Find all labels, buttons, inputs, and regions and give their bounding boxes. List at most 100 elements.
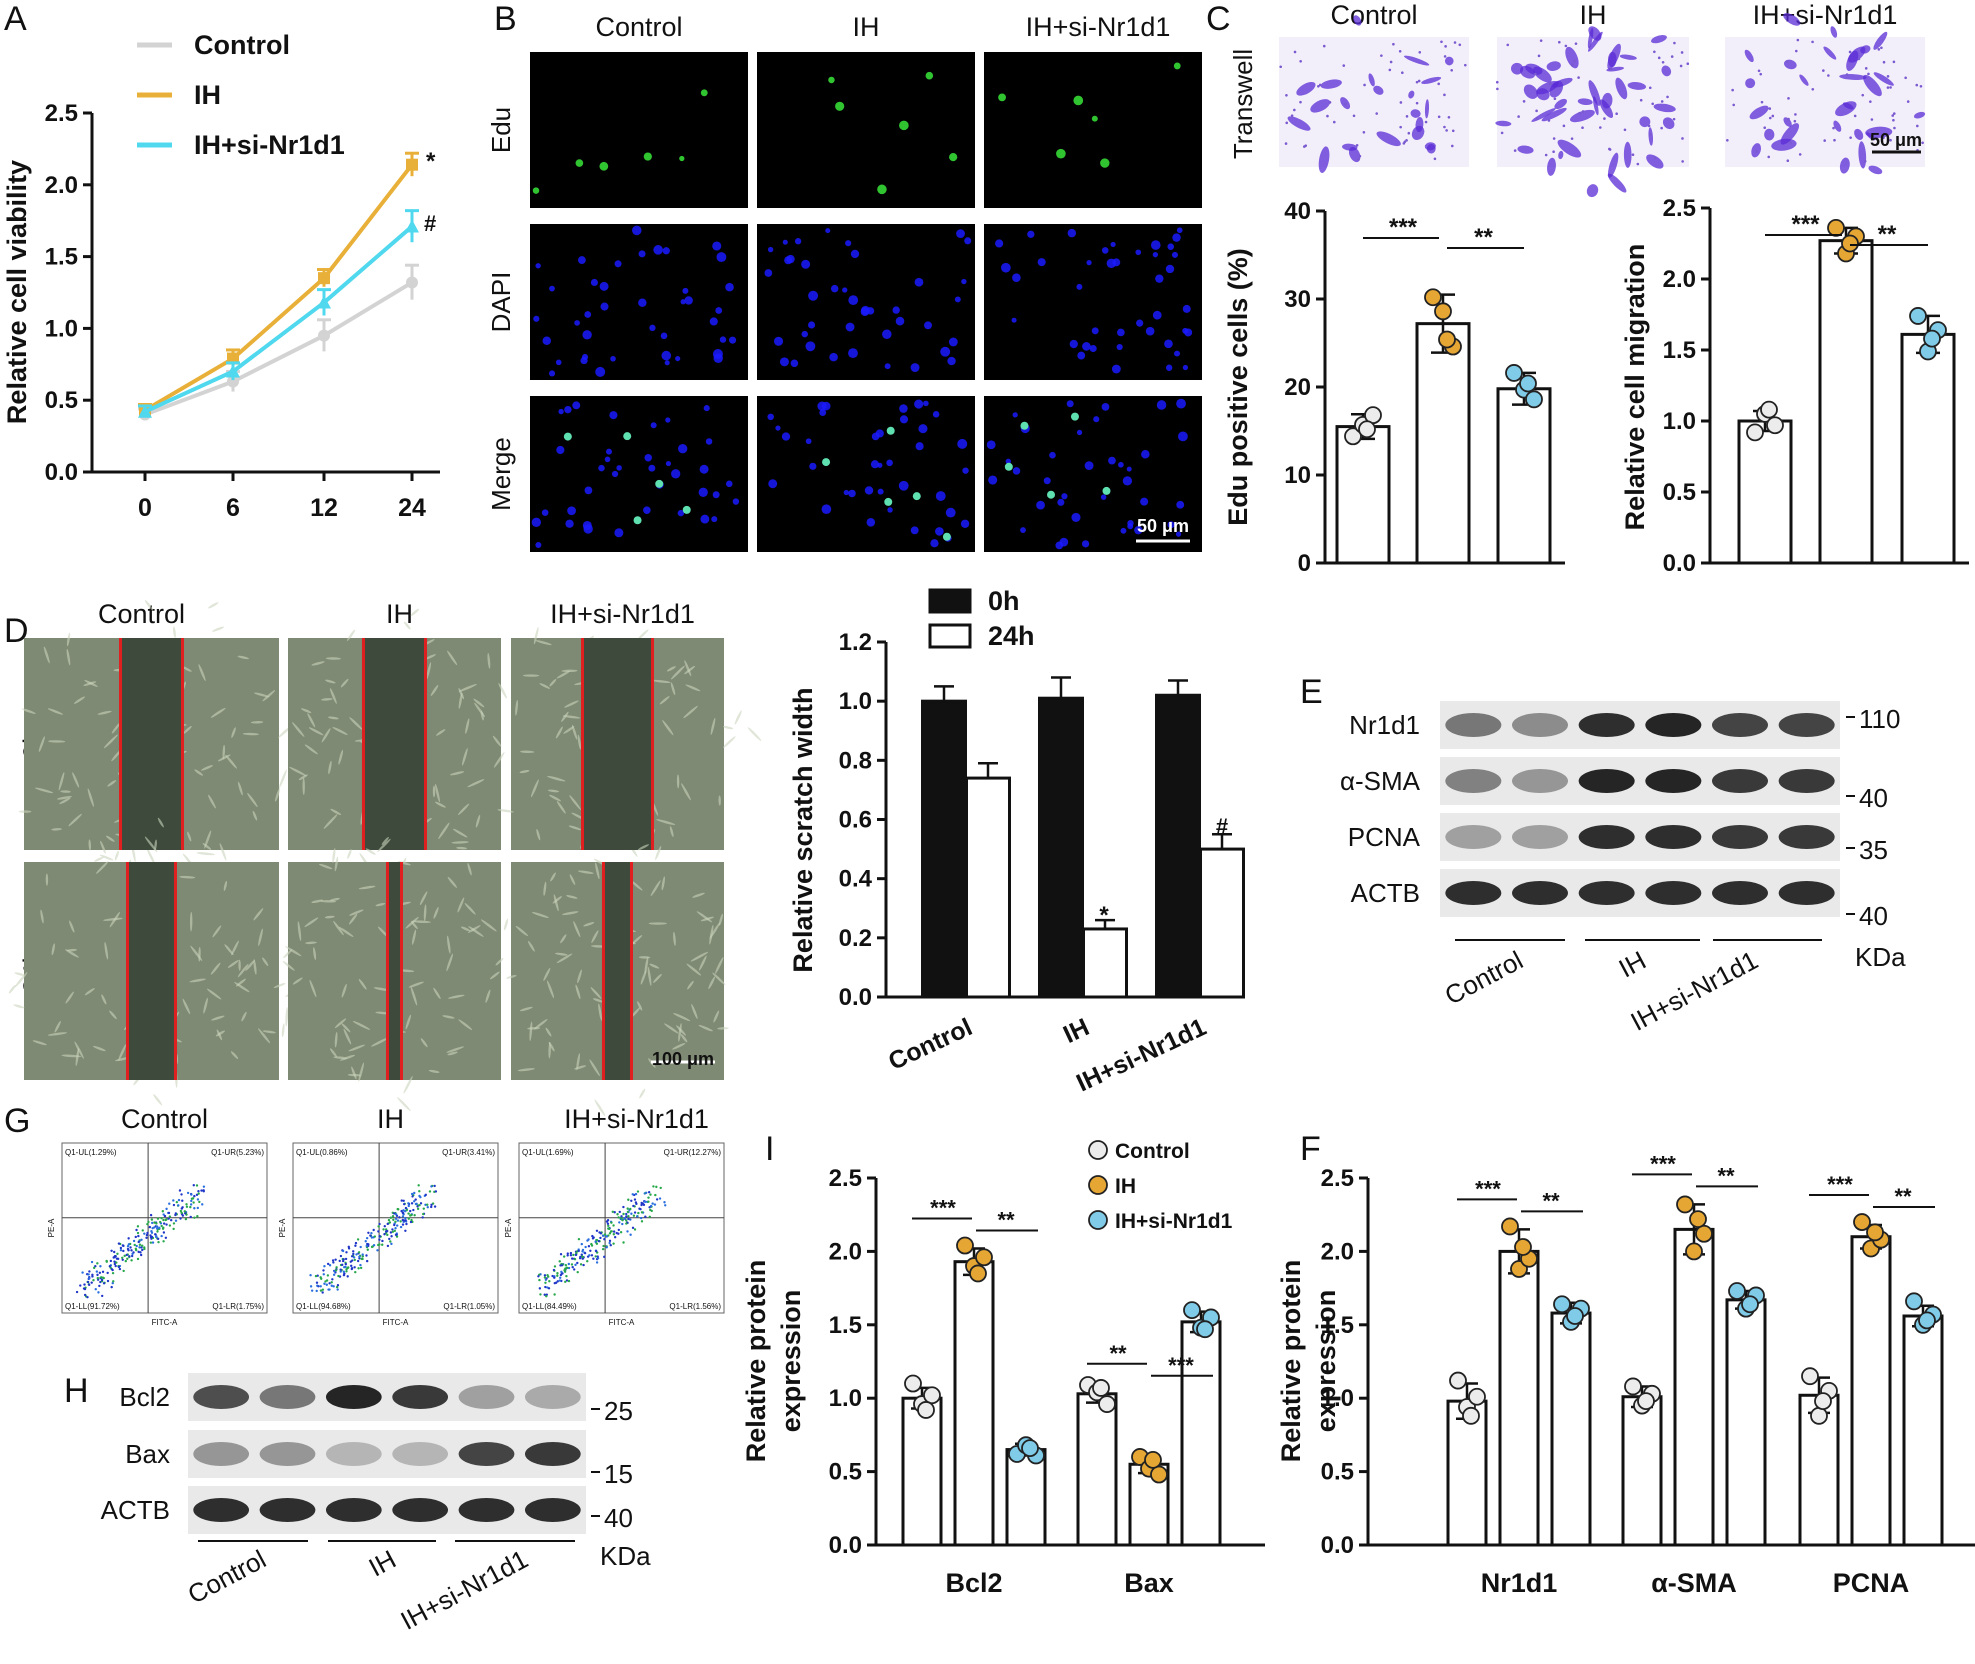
panel-g-event-dot (556, 1272, 559, 1275)
panel-c-migrated-cell (1868, 165, 1883, 175)
panel-g-event-dot (603, 1233, 607, 1236)
panel-d-cell-texture (252, 810, 258, 821)
panel-g-event-dot (415, 1202, 418, 1205)
panel-g-event-dot (115, 1261, 118, 1264)
panel-c-pore-dot (1811, 40, 1814, 44)
panel-b-merge-image-cell-dot (935, 491, 946, 501)
panel-c-pore-dot (1787, 117, 1790, 121)
panel-g-event-dot (401, 1211, 405, 1215)
panel-g-event-dot (599, 1236, 602, 1240)
panel-g-event-dot (426, 1205, 429, 1209)
panel-f-chart-data-point (1468, 1387, 1486, 1406)
panel-d-cell-texture (577, 870, 594, 874)
panel-g-event-dot (372, 1244, 376, 1247)
panel-g-event-dot (601, 1234, 605, 1237)
panel-i-chart-y-tick-label: 2.5 (829, 1165, 862, 1192)
panel-g-event-dot (631, 1193, 634, 1196)
panel-a-x-tick-label: 12 (310, 494, 338, 522)
panel-d-cell-texture (381, 837, 389, 845)
panel-b-dapi-image (757, 224, 975, 380)
panel-c-pore-dot (1363, 83, 1366, 87)
panel-g-event-dot (396, 1224, 399, 1227)
panel-b-merge-image-cell-dot (1012, 412, 1018, 418)
panel-d-chart-y-tick-label: 0.2 (839, 925, 872, 952)
panel-d-cell-texture (304, 744, 318, 755)
panel-g-event-dot (594, 1249, 598, 1253)
panel-d-cell-texture (262, 957, 269, 967)
panel-c-migrated-cell (1745, 78, 1756, 89)
panel-g-event-dot (151, 1241, 155, 1244)
panel-d-cell-texture (297, 921, 302, 942)
panel-g-event-dot (351, 1259, 354, 1262)
panel-g-event-dot (196, 1215, 199, 1218)
panel-d-cell-texture (662, 719, 674, 736)
panel-g-event-dot (631, 1226, 635, 1230)
panel-d-cell-texture (201, 765, 213, 771)
panel-c-migrated-cell (1599, 99, 1614, 119)
panel-h-blot-2-band (259, 1498, 316, 1522)
panel-g-event-dot (410, 1218, 413, 1222)
panel-d-cell-texture (118, 1044, 127, 1061)
panel-b-merge-image-cell-dot (671, 469, 681, 479)
panel-d-cell-texture (318, 863, 333, 870)
panel-c-pore-dot (1388, 68, 1392, 72)
panel-g-event-dot (81, 1271, 84, 1274)
panel-c-pore-dot (1880, 46, 1883, 50)
panel-c-migration-chart-y-tick-label: 0.0 (1663, 550, 1696, 577)
panel-d-cell-texture (144, 836, 158, 853)
panel-b-merge-image-cell-dot (910, 526, 919, 535)
panel-d-cell-texture (68, 813, 82, 827)
panel-c-pore-dot (1342, 64, 1346, 67)
panel-h-blot-2-band (458, 1498, 515, 1522)
panel-d-cell-texture (637, 629, 649, 640)
panel-b-merge-image-cell-dot (1059, 537, 1069, 547)
panel-b-dapi-image-cell-dot (660, 332, 668, 340)
panel-g-event-dot (130, 1254, 134, 1258)
panel-b-merge-image-cell-dot (898, 480, 909, 491)
panel-g-event-dot (325, 1279, 329, 1282)
panel-b-dapi-image-cell-dot (779, 357, 789, 367)
panel-i-y-axis-label-line2: expression (776, 1290, 806, 1433)
panel-c-pore-dot (1673, 41, 1676, 45)
panel-g-event-dot (404, 1219, 407, 1222)
panel-g-event-dot (376, 1249, 379, 1252)
panel-g-event-dot (640, 1220, 644, 1223)
panel-c-pore-dot (1796, 38, 1800, 42)
panel-b-edu-image-cell-dot (679, 155, 685, 162)
panel-g-event-dot (145, 1233, 149, 1237)
panel-a-legend-label: IH (194, 80, 221, 110)
panel-d-cell-texture (448, 994, 465, 999)
panel-g-event-dot (581, 1257, 584, 1260)
panel-b-dapi-image-cell-dot (555, 359, 562, 366)
panel-d-cell-texture (211, 1015, 225, 1021)
panel-c-migrated-cell (1577, 98, 1593, 106)
panel-c-pore-dot (1889, 138, 1892, 142)
panel-g-event-dot (96, 1262, 99, 1265)
panel-c-pore-dot (1832, 126, 1835, 130)
panel-d-cell-texture (87, 788, 94, 807)
panel-a-point (405, 219, 419, 233)
panel-b-dapi-image-cell-dot (549, 285, 555, 292)
panel-c-pore-dot (1322, 44, 1326, 48)
panel-d-cell-texture (339, 1054, 356, 1061)
panel-b-dapi-image-cell-dot (764, 269, 773, 277)
panel-g-event-dot (102, 1282, 106, 1285)
panel-g-event-dot (610, 1230, 613, 1233)
panel-c-pore-dot (1362, 130, 1366, 134)
panel-g-quadrant-ur: Q1-UR(12.27%) (664, 1148, 722, 1157)
panel-c-pore-dot (1375, 112, 1379, 115)
panel-c-pore-dot (1891, 114, 1895, 117)
panel-g-event-dot (545, 1295, 548, 1298)
panel-b-edu-image-cell-dot (575, 159, 584, 167)
panel-g-event-dot (378, 1243, 381, 1246)
panel-e-blot-0-band (1645, 713, 1702, 737)
panel-g-event-dot (595, 1229, 599, 1233)
panel-b-merge-image (757, 396, 975, 552)
panel-b-dapi-image-cell-dot (1171, 251, 1178, 258)
panel-b-dapi-image-cell-dot (719, 336, 727, 343)
panel-e-blot-1-band (1512, 769, 1568, 793)
panel-g-event-dot (410, 1202, 414, 1205)
panel-b-merge-image-cell-dot (609, 411, 618, 420)
